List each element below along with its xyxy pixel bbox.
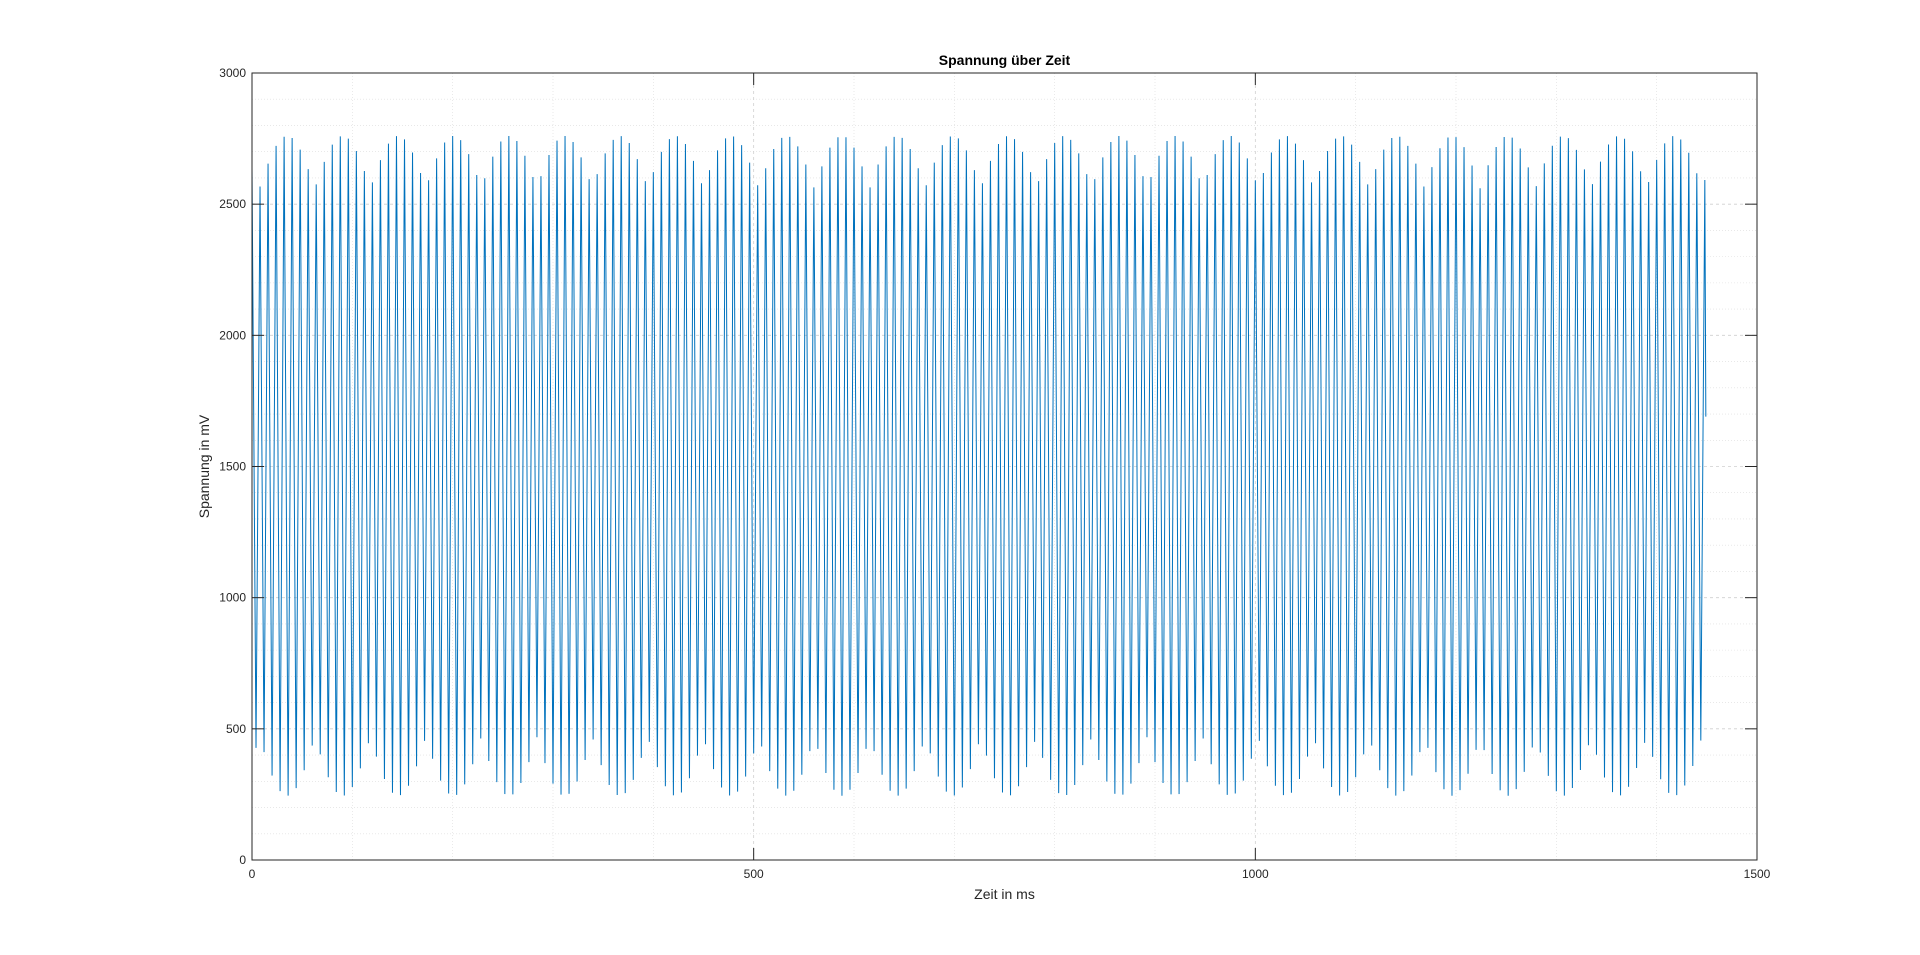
- x-tick-label: 0: [249, 867, 256, 881]
- x-tick-label: 1500: [1744, 867, 1771, 881]
- series-line-voltage: [251, 135, 1707, 796]
- x-tick-labels: 0 500 1000 1500: [249, 867, 1771, 881]
- axis-ticks: [251, 72, 1758, 861]
- y-tick-label: 0: [239, 853, 246, 867]
- y-tick-label: 2000: [219, 328, 246, 342]
- chart-title: Spannung über Zeit: [939, 52, 1071, 68]
- y-axis-label: Spannung in mV: [196, 414, 212, 518]
- y-tick-label: 2500: [219, 197, 246, 211]
- x-tick-label: 500: [744, 867, 764, 881]
- series-voltage: [251, 135, 1707, 796]
- x-tick-label: 1000: [1242, 867, 1269, 881]
- x-axis-label: Zeit in ms: [974, 886, 1035, 902]
- y-tick-label: 1500: [219, 460, 246, 474]
- y-tick-label: 500: [226, 722, 246, 736]
- y-tick-labels: 0 500 1000 1500 2000 2500 3000: [219, 66, 246, 867]
- y-tick-label: 1000: [219, 591, 246, 605]
- y-tick-label: 3000: [219, 66, 246, 80]
